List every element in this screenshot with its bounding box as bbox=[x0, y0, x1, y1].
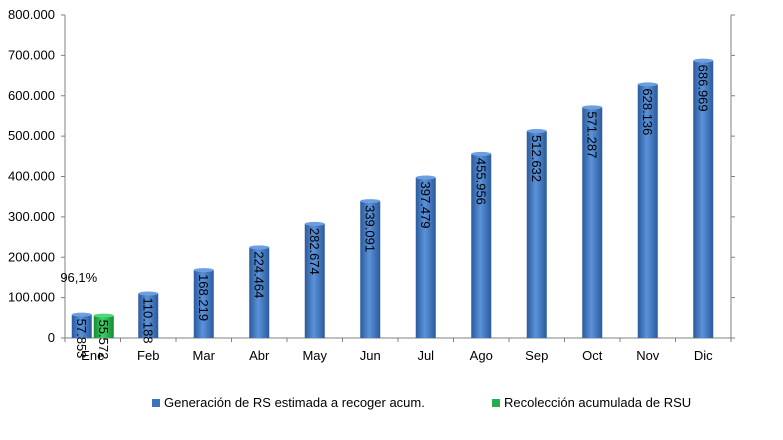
bar-cap bbox=[526, 129, 547, 134]
y-tick-label: 200.000 bbox=[8, 249, 55, 264]
bar-cap bbox=[582, 105, 603, 110]
bar-generacion-jun bbox=[360, 201, 381, 338]
bar-recoleccion-ene bbox=[93, 315, 114, 338]
data-label: 455.956 bbox=[473, 158, 488, 205]
data-label: 512.632 bbox=[529, 135, 544, 182]
data-label: 397.479 bbox=[418, 182, 433, 229]
legend-swatch-blue bbox=[152, 398, 160, 407]
data-label: 339.091 bbox=[362, 205, 377, 252]
data-label: 55.572 bbox=[96, 320, 111, 360]
legend-item-generacion: Generación de RS estimada a recoger acum… bbox=[152, 395, 425, 410]
bar-cap bbox=[138, 291, 159, 296]
bar-cap bbox=[249, 245, 270, 250]
x-tick-label: Mar bbox=[193, 348, 216, 363]
data-label: 686.969 bbox=[695, 65, 710, 112]
y-tick-label: 700.000 bbox=[8, 47, 55, 62]
legend-item-recoleccion: Recolección acumulada de RSU bbox=[492, 395, 691, 410]
bar-generacion-feb bbox=[138, 293, 159, 338]
bar-cap bbox=[415, 175, 436, 180]
bar-generacion-sep bbox=[526, 131, 547, 338]
bar-generacion-jul bbox=[415, 177, 436, 338]
legend-swatch-green bbox=[492, 398, 500, 407]
x-tick-label: Sep bbox=[525, 348, 548, 363]
data-label: 110.188 bbox=[140, 298, 155, 344]
data-label: 571.287 bbox=[584, 111, 599, 158]
y-tick-label: 100.000 bbox=[8, 290, 55, 305]
x-tick-label: Oct bbox=[582, 348, 603, 363]
bar-cap bbox=[693, 58, 714, 63]
legend-label-recoleccion: Recolección acumulada de RSU bbox=[504, 395, 692, 410]
bar-generacion-dic bbox=[693, 60, 714, 339]
x-tick-label: Nov bbox=[636, 348, 660, 363]
y-tick-label: 0 bbox=[48, 330, 55, 345]
x-tick-label: May bbox=[302, 348, 327, 363]
y-tick-label: 500.000 bbox=[8, 128, 55, 143]
y-tick-label: 300.000 bbox=[8, 209, 55, 224]
y-tick-label: 600.000 bbox=[8, 88, 55, 103]
bar-cap bbox=[304, 221, 325, 226]
bar-cap bbox=[93, 313, 114, 318]
bar-cap bbox=[471, 151, 492, 156]
x-tick-label: Dic bbox=[694, 348, 713, 363]
bar-generacion-nov bbox=[637, 84, 658, 338]
bar-generacion-ene bbox=[71, 314, 92, 338]
data-label: 628.136 bbox=[640, 88, 655, 135]
bar-cap bbox=[637, 82, 658, 87]
x-tick-label: Jun bbox=[360, 348, 381, 363]
bar-generacion-abr bbox=[249, 247, 270, 338]
x-tick-label: Jul bbox=[417, 348, 434, 363]
bar-cap bbox=[71, 312, 92, 317]
x-tick-label: Abr bbox=[249, 348, 270, 363]
y-tick-label: 800.000 bbox=[8, 7, 55, 22]
bar-cap bbox=[193, 268, 214, 273]
data-label: 168.219 bbox=[196, 274, 211, 321]
x-tick-label: Feb bbox=[137, 348, 159, 363]
x-tick-label: Ene bbox=[81, 348, 104, 363]
data-label: 282.674 bbox=[307, 228, 322, 275]
y-tick-label: 400.000 bbox=[8, 169, 55, 184]
legend-label-generacion: Generación de RS estimada a recoger acum… bbox=[164, 395, 425, 410]
bar-generacion-mar bbox=[193, 270, 214, 338]
x-tick-label: Ago bbox=[470, 348, 493, 363]
data-label: 224.464 bbox=[251, 251, 266, 298]
annotation-percentage: 96,1% bbox=[60, 270, 97, 285]
bar-generacion-may bbox=[304, 223, 325, 338]
bar-generacion-ago bbox=[471, 153, 492, 338]
bar-generacion-oct bbox=[582, 107, 603, 339]
data-label: 57.853 bbox=[74, 319, 89, 359]
bar-cap bbox=[360, 199, 381, 204]
